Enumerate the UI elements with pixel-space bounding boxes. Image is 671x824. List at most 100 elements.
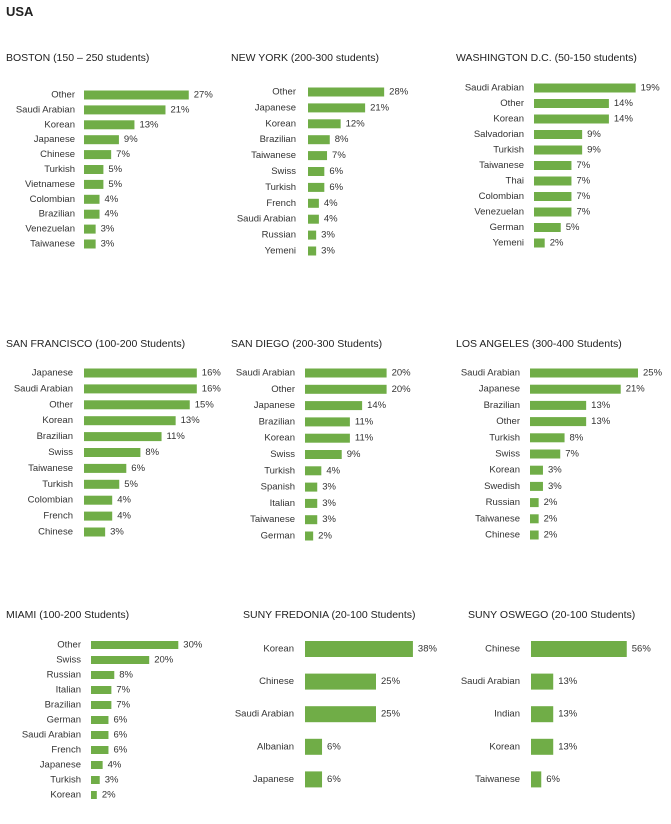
category-label-swiss: Swiss	[495, 449, 520, 460]
bar-yemeni	[534, 238, 545, 248]
bar-japanese	[308, 103, 366, 113]
bar-japanese	[305, 771, 323, 788]
category-label-chinese: Chinese	[40, 149, 75, 160]
value-label-korean: 14%	[614, 114, 634, 125]
value-label-brazilian: 7%	[116, 700, 130, 711]
chart-title: NEW YORK (200-300 students)	[231, 52, 380, 64]
bar-saudi-arabian	[84, 105, 166, 115]
bar-chinese	[84, 527, 106, 537]
value-label-colombian: 4%	[117, 495, 131, 506]
value-label-taiwanese: 6%	[131, 463, 145, 474]
bar-brazilian	[91, 701, 112, 709]
bar-swiss	[308, 167, 325, 176]
bar-korean	[308, 119, 341, 129]
category-label-japanese: Japanese	[479, 384, 520, 395]
category-label-saudi-arabian: Saudi Arabian	[465, 83, 524, 94]
bar-french	[84, 511, 113, 521]
value-label-turkish: 5%	[108, 164, 122, 175]
bar-colombian	[84, 495, 113, 505]
category-label-albanian: Albanian	[257, 741, 294, 752]
bar-saudi-arabian	[305, 368, 387, 378]
value-label-japanese: 21%	[370, 102, 390, 113]
bar-saudi-arabian	[91, 731, 109, 739]
category-label-swiss: Swiss	[270, 449, 295, 460]
bar-thai	[534, 176, 572, 186]
category-label-colombian: Colombian	[28, 495, 73, 506]
value-label-other: 28%	[389, 87, 409, 98]
value-label-saudi-arabian: 6%	[113, 730, 127, 741]
value-label-yemeni: 3%	[321, 246, 335, 257]
category-label-turkish: Turkish	[42, 479, 73, 490]
bar-chart-plot: Chinese 56% Saudi Arabian 13% Indian 13% Korea…	[461, 641, 651, 788]
category-label-taiwanese: Taiwanese	[251, 150, 296, 161]
value-label-colombian: 7%	[576, 191, 590, 202]
category-label-thai: Thai	[506, 176, 524, 187]
category-label-japanese: Japanese	[253, 774, 294, 785]
category-label-venezuelan: Venezuelan	[25, 224, 75, 235]
value-label-german: 6%	[113, 715, 127, 726]
category-label-chinese: Chinese	[485, 644, 520, 655]
value-label-taiwanese: 7%	[576, 160, 590, 171]
bar-german	[534, 223, 561, 232]
bar-turkish	[84, 165, 104, 174]
category-label-taiwanese: Taiwanese	[475, 774, 520, 785]
bar-turkish	[534, 145, 583, 155]
value-label-other: 20%	[392, 384, 412, 395]
category-label-colombian: Colombian	[479, 191, 524, 202]
category-label-italian: Italian	[56, 685, 81, 696]
category-label-taiwanese: Taiwanese	[28, 463, 73, 474]
bar-other	[305, 384, 387, 394]
category-label-indian: Indian	[494, 709, 520, 720]
value-label-brazilian: 8%	[335, 134, 349, 145]
bar-other	[84, 400, 190, 410]
bar-chinese	[531, 641, 627, 657]
value-label-chinese: 3%	[110, 527, 124, 538]
chart-title: SAN DIEGO (200-300 Students)	[231, 338, 383, 350]
bar-yemeni	[308, 246, 317, 256]
value-label-swedish: 3%	[548, 481, 562, 492]
bar-japanese	[305, 401, 363, 411]
chart-title: WASHINGTON D.C. (50-150 students)	[456, 52, 637, 64]
bar-chart-plot: Saudi Arabian 19% Other 14% Korean 14% Salvado…	[465, 83, 660, 249]
value-label-vietnamese: 5%	[108, 179, 122, 190]
bar-taiwanese	[530, 514, 539, 524]
category-label-korean: Korean	[263, 644, 294, 655]
bar-brazilian	[308, 135, 330, 145]
value-label-saudi-arabian: 13%	[558, 676, 578, 687]
bar-chinese	[84, 150, 112, 160]
bar-taiwanese	[84, 239, 96, 249]
value-label-taiwanese: 2%	[544, 513, 558, 524]
value-label-japanese: 16%	[202, 368, 222, 379]
value-label-japanese: 9%	[124, 134, 138, 145]
category-label-korean: Korean	[489, 741, 520, 752]
bar-turkish	[305, 466, 322, 476]
chart-title: SUNY OSWEGO (20-100 Students)	[468, 609, 636, 621]
bar-colombian	[534, 192, 572, 201]
bar-swiss	[91, 656, 150, 664]
category-label-brazilian: Brazilian	[259, 416, 295, 427]
category-label-french: French	[266, 198, 296, 209]
chart-title: SAN FRANCISCO (100-200 Students)	[6, 338, 186, 350]
bar-italian	[305, 498, 318, 508]
chart-title: BOSTON (150 – 250 students)	[6, 52, 150, 64]
value-label-russian: 8%	[119, 670, 133, 681]
bar-korean	[84, 120, 135, 130]
bar-other	[84, 90, 189, 100]
category-label-japanese: Japanese	[40, 760, 81, 771]
bar-turkish	[308, 182, 325, 192]
category-label-chinese: Chinese	[259, 676, 294, 687]
category-label-brazilian: Brazilian	[39, 209, 75, 220]
bar-chart-plot: Other 27% Saudi Arabian 21% Korean 13% Japanes…	[16, 90, 213, 250]
category-label-salvadorian: Salvadorian	[474, 129, 524, 140]
value-label-yemeni: 2%	[550, 238, 564, 249]
category-label-korean: Korean	[44, 119, 75, 130]
bar-korean	[305, 641, 413, 657]
bar-german	[305, 531, 314, 541]
value-label-taiwanese: 3%	[101, 239, 115, 250]
value-label-japanese: 21%	[626, 384, 646, 395]
bar-russian	[530, 498, 539, 508]
bar-chart-plot: Saudi Arabian 20% Other 20% Japanese 14% Brazi…	[236, 368, 412, 542]
value-label-taiwanese: 7%	[332, 150, 346, 161]
value-label-italian: 3%	[322, 498, 336, 509]
bar-french	[308, 198, 319, 208]
